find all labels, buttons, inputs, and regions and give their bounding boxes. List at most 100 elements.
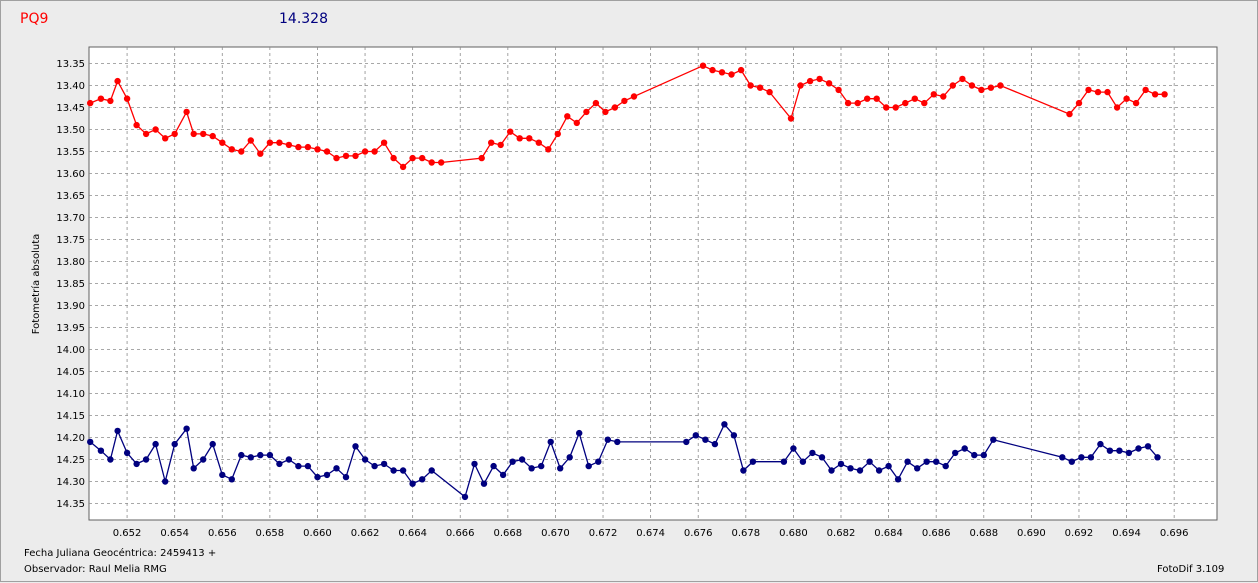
data-point [409,154,416,162]
footer-observer-label: Observador: Raul Melia RMG [24,564,167,575]
data-point [285,141,293,149]
x-tick-label: 0.660 [303,528,332,539]
x-tick-label: 0.654 [160,528,189,539]
data-point [911,95,918,102]
data-point [1066,110,1073,118]
data-point [564,113,571,120]
data-point [847,465,854,472]
x-tick-label: 0.678 [731,528,760,539]
data-point [87,99,94,107]
data-point [728,71,735,78]
y-tick-label: 14.15 [56,411,85,422]
data-point [209,440,216,448]
data-point [333,465,340,472]
data-point [557,465,564,472]
data-point [152,440,159,448]
data-point [438,159,445,166]
data-point [933,458,940,465]
data-point [107,97,114,105]
data-point [837,460,845,468]
data-point [518,456,526,463]
data-point [699,62,707,69]
data-point [200,456,207,463]
data-point [816,75,823,83]
data-point [904,458,911,465]
data-point [749,458,757,465]
data-point [152,126,159,133]
data-point [614,438,621,446]
data-point [183,425,190,432]
data-point [940,93,947,100]
data-point [219,139,226,146]
data-point [490,462,497,470]
data-point [545,146,552,153]
data-point [528,465,535,472]
data-point [285,456,293,463]
data-point [856,467,864,474]
x-tick-label: 0.694 [1112,528,1141,539]
data-point [171,440,178,448]
data-point [97,95,105,102]
data-point [228,476,235,483]
data-point [538,462,545,470]
data-point [1087,454,1095,461]
y-tick-label: 13.55 [56,147,85,158]
data-point [333,154,340,162]
data-point [526,135,533,142]
data-point [209,132,216,140]
data-point [780,458,788,465]
y-tick-label: 14.05 [56,367,85,378]
data-point [892,104,899,111]
x-tick-label: 0.692 [1065,528,1094,539]
data-point [1154,454,1161,461]
data-point [566,454,573,461]
x-tick-label: 0.662 [351,528,380,539]
x-tick-label: 0.674 [636,528,665,539]
x-tick-label: 0.672 [589,528,618,539]
data-point [183,108,190,116]
data-point [123,449,131,457]
data-point [419,154,426,162]
series-2 [87,421,1161,501]
data-point [1135,445,1142,452]
data-point [1106,447,1114,454]
grid-layer [89,47,1217,520]
x-tick-label: 0.666 [446,528,475,539]
data-point [997,82,1004,89]
data-point [419,476,426,483]
data-point [1097,440,1104,448]
tick-layer: 0.652 0.654 0.656 0.658 0.660 0.662 0.664 0.666… [56,59,1188,539]
data-point [497,141,504,149]
y-tick-label: 13.45 [56,103,85,114]
data-point [1104,88,1111,96]
data-point [844,99,852,107]
data-point [718,69,726,76]
data-point [683,438,690,446]
data-point [942,462,949,470]
data-point [630,93,638,100]
data-point [247,137,254,144]
x-tick-label: 0.658 [256,528,285,539]
data-point [371,148,378,155]
data-point [721,421,728,428]
data-point [133,460,140,468]
data-point [952,449,959,457]
data-point [162,478,169,485]
data-point [1161,91,1168,98]
data-point [949,82,956,89]
data-point [478,154,485,162]
x-tick-label: 0.656 [208,528,237,539]
data-point [97,447,105,454]
x-tick-label: 0.668 [494,528,523,539]
data-point [583,108,590,116]
data-point [399,467,407,474]
data-point [959,75,966,83]
data-point [968,82,976,89]
y-tick-label: 14.10 [56,389,85,400]
data-point [142,456,150,463]
data-point [428,467,435,474]
y-axis-label: Fotometría absoluta [30,234,42,335]
data-point [380,460,388,468]
data-point [471,460,478,468]
